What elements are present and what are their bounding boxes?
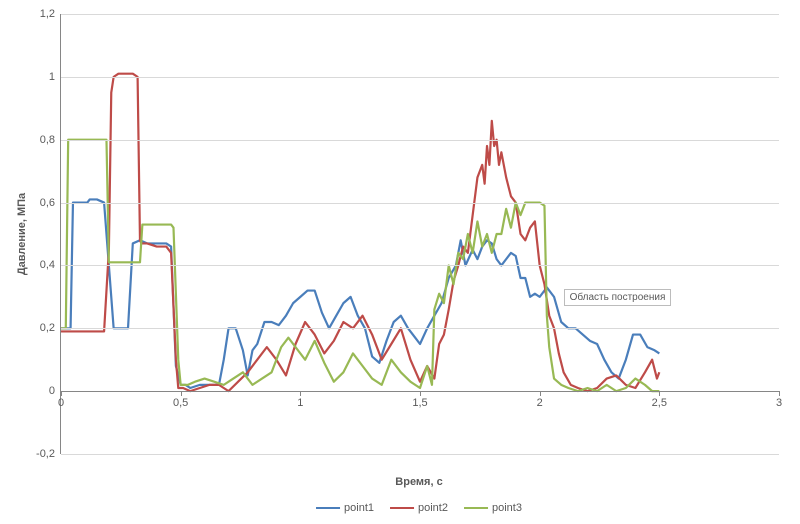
plot-area: Область построения -0,200,20,40,60,811,2… [60,14,779,454]
tooltip-text: Область построения [570,292,666,303]
x-tick [540,391,541,396]
x-tick-label: 1 [297,397,303,409]
x-tick-label: 0,5 [173,397,188,409]
y-tick-label: -0,2 [25,448,55,460]
x-tick-label: 1,5 [412,397,427,409]
y-tick-label: 0,8 [25,134,55,146]
gridline-h [61,265,779,266]
gridline-h [61,203,779,204]
legend-swatch [316,507,340,509]
y-tick-label: 0 [25,385,55,397]
legend-label: point2 [418,502,448,514]
legend-label: point3 [492,502,522,514]
y-tick-label: 1 [25,71,55,83]
series-point2 [61,74,659,391]
gridline-h [61,328,779,329]
gridline-h [61,77,779,78]
gridline-h [61,454,779,455]
x-tick [779,391,780,396]
legend-swatch [390,507,414,509]
legend-label: point1 [344,502,374,514]
legend-swatch [464,507,488,509]
legend-item-point1: point1 [316,502,374,514]
x-tick [61,391,62,396]
x-tick [659,391,660,396]
legend-item-point3: point3 [464,502,522,514]
y-tick-label: 0,2 [25,322,55,334]
y-tick-label: 0,6 [25,197,55,209]
y-tick-label: 0,4 [25,259,55,271]
x-tick-label: 2 [537,397,543,409]
y-tick-label: 1,2 [25,8,55,20]
x-tick [300,391,301,396]
gridline-h [61,14,779,15]
gridline-h [61,140,779,141]
chart-lines-svg [61,14,779,454]
chart-container: Давление, МПа Область построения -0,200,… [0,0,800,524]
x-tick [420,391,421,396]
x-axis-title: Время, c [395,476,442,488]
chart-legend: point1 point2 point3 [308,502,530,514]
x-tick-label: 3 [776,397,782,409]
x-tick-label: 2,5 [652,397,667,409]
plot-area-tooltip: Область построения [564,289,672,306]
legend-item-point2: point2 [390,502,448,514]
x-tick-label: 0 [58,397,64,409]
x-tick [181,391,182,396]
